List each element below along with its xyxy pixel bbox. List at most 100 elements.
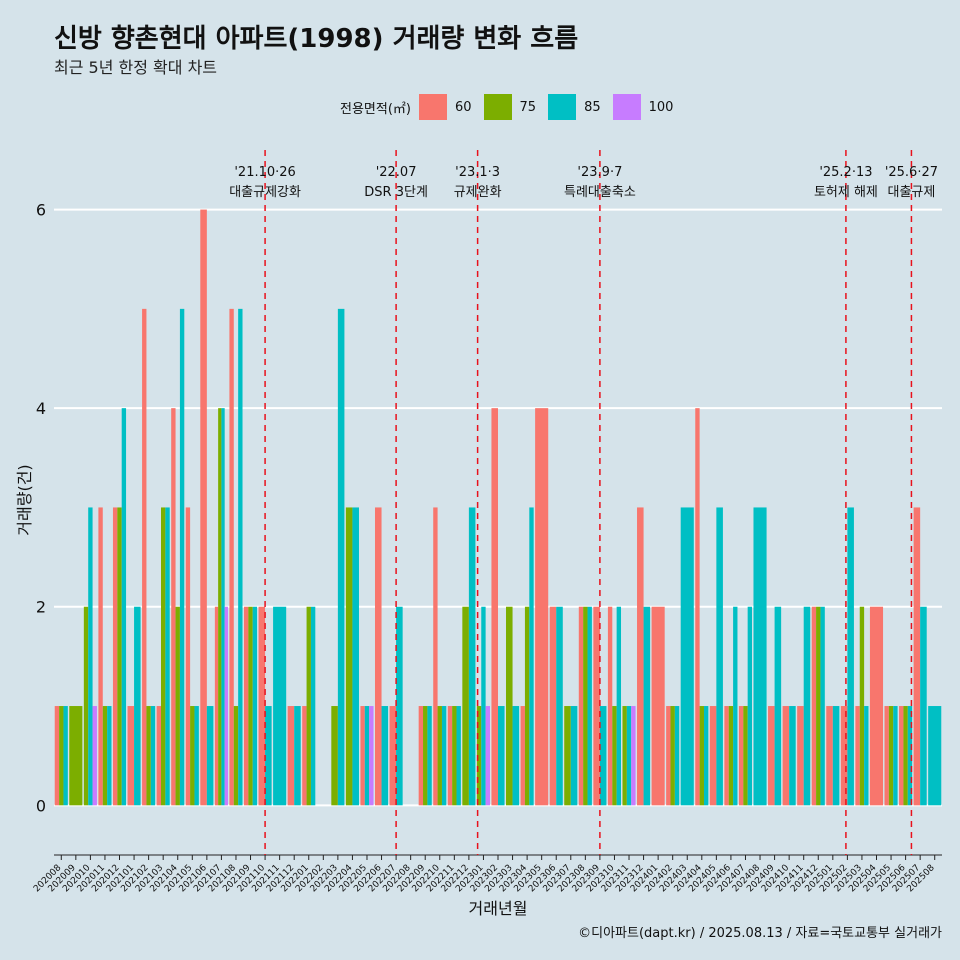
bar-202209-75 bbox=[423, 706, 428, 806]
bar-202310-75 bbox=[612, 706, 617, 806]
bar-202109-60 bbox=[243, 606, 249, 806]
event-label-5: 대출규제 bbox=[888, 185, 936, 200]
bar-202411-85 bbox=[803, 606, 811, 806]
bar-202405-60 bbox=[709, 706, 717, 806]
bar-202102-85 bbox=[150, 706, 156, 806]
bar-202412-85 bbox=[820, 606, 825, 806]
bar-202103-60 bbox=[156, 706, 161, 806]
bar-202010-75 bbox=[83, 606, 89, 806]
bar-202211-85 bbox=[456, 706, 461, 806]
bar-202502-60 bbox=[840, 706, 848, 806]
bar-202103-75 bbox=[160, 507, 166, 806]
bar-202502-85 bbox=[847, 507, 854, 806]
bar-202209-85 bbox=[427, 706, 432, 806]
legend-swatch-75 bbox=[483, 94, 512, 120]
bar-202009-75 bbox=[69, 706, 83, 806]
bar-202406-75 bbox=[728, 706, 734, 806]
bar-202412-75 bbox=[816, 606, 821, 806]
bar-202406-85 bbox=[733, 606, 738, 806]
bar-202505-75 bbox=[888, 706, 894, 806]
bar-202307-85 bbox=[570, 706, 578, 806]
legend-item-75: 75 bbox=[483, 94, 536, 120]
bar-202406-60 bbox=[724, 706, 729, 806]
bar-202410-60 bbox=[782, 706, 790, 806]
bar-202303-75 bbox=[506, 606, 513, 806]
y-tick-label-0: 0 bbox=[36, 796, 46, 815]
bar-202405-85 bbox=[716, 507, 723, 806]
bar-202207-60 bbox=[389, 706, 397, 806]
bar-202204-85 bbox=[352, 507, 359, 806]
bar-202106-60 bbox=[200, 209, 207, 806]
y-tick-label-6: 6 bbox=[36, 201, 46, 220]
bar-202505-60 bbox=[884, 706, 889, 806]
bar-202404-85 bbox=[703, 706, 709, 806]
bar-202311-100 bbox=[631, 706, 636, 806]
bar-202206-85 bbox=[381, 706, 389, 806]
bar-202012-75 bbox=[117, 507, 122, 806]
bar-202407-75 bbox=[743, 706, 748, 806]
bar-202008-75 bbox=[59, 706, 64, 806]
bar-202107-85 bbox=[221, 408, 225, 806]
bar-202506-75 bbox=[903, 706, 908, 806]
bar-202201-75 bbox=[306, 606, 311, 806]
bar-202108-75 bbox=[233, 706, 239, 806]
bar-202105-60 bbox=[185, 507, 191, 806]
bar-202203-75 bbox=[331, 706, 338, 806]
y-tick-label-2: 2 bbox=[36, 598, 46, 617]
bar-202008-85 bbox=[63, 706, 68, 806]
bar-202103-85 bbox=[165, 507, 170, 806]
bar-202306-60 bbox=[549, 606, 557, 806]
bar-202209-60 bbox=[418, 706, 424, 806]
bar-202108-60 bbox=[229, 308, 234, 806]
bar-202311-85 bbox=[626, 706, 632, 806]
bar-202108-85 bbox=[238, 308, 243, 806]
bar-202205-85 bbox=[364, 706, 370, 806]
bar-202507-85 bbox=[920, 606, 927, 806]
bar-202011-60 bbox=[98, 507, 103, 806]
bar-202409-85 bbox=[774, 606, 782, 806]
bar-202011-75 bbox=[102, 706, 108, 806]
bar-202212-75 bbox=[462, 606, 469, 806]
legend-swatch-100 bbox=[612, 94, 641, 120]
bar-202501-60 bbox=[826, 706, 833, 806]
event-date-0: '21.10·26 bbox=[234, 165, 295, 180]
bar-202104-60 bbox=[171, 408, 176, 806]
bar-202303-85 bbox=[512, 706, 520, 806]
bar-202305-60 bbox=[535, 408, 549, 806]
bar-202210-85 bbox=[441, 706, 447, 806]
bar-202402-85 bbox=[674, 706, 680, 806]
chart-subtitle: 최근 5년 한정 확대 차트 bbox=[54, 58, 218, 77]
event-label-2: 규제완화 bbox=[454, 185, 502, 200]
bar-202304-60 bbox=[520, 706, 525, 806]
chart-title: 신방 향촌현대 아파트(1998) 거래량 변화 흐름 bbox=[54, 24, 579, 54]
event-label-3: 특례대출축소 bbox=[564, 185, 636, 200]
bar-202207-85 bbox=[396, 606, 403, 806]
bar-202011-85 bbox=[107, 706, 112, 806]
bar-202105-85 bbox=[194, 706, 199, 806]
bar-202505-85 bbox=[893, 706, 898, 806]
bar-202312-85 bbox=[643, 606, 651, 806]
bar-202104-85 bbox=[179, 308, 185, 806]
event-date-3: '23.9·7 bbox=[577, 165, 622, 180]
bar-202107-75 bbox=[218, 408, 222, 806]
event-date-5: '25.6·27 bbox=[885, 165, 938, 180]
bar-202309-60 bbox=[593, 606, 600, 806]
bar-202109-85 bbox=[252, 606, 258, 806]
bar-202310-85 bbox=[616, 606, 622, 806]
bar-202503-60 bbox=[855, 706, 860, 806]
bar-202010-100 bbox=[92, 706, 97, 806]
bar-202307-75 bbox=[564, 706, 571, 806]
bar-202304-75 bbox=[524, 606, 530, 806]
bar-202205-100 bbox=[369, 706, 374, 806]
source-credit: ©디아파트(dapt.kr) / 2025.08.13 / 자료=국토교통부 실… bbox=[578, 926, 942, 941]
bar-202308-60 bbox=[578, 606, 584, 806]
bar-202506-60 bbox=[899, 706, 904, 806]
event-label-1: DSR 3단계 bbox=[364, 185, 428, 200]
legend-item-100: 100 bbox=[612, 94, 673, 120]
bar-202412-60 bbox=[811, 606, 817, 806]
legend-label-85: 85 bbox=[584, 99, 601, 115]
bar-202411-60 bbox=[797, 706, 804, 806]
bar-202508-85 bbox=[928, 706, 942, 806]
bar-202308-75 bbox=[583, 606, 588, 806]
bar-202212-85 bbox=[468, 507, 476, 806]
